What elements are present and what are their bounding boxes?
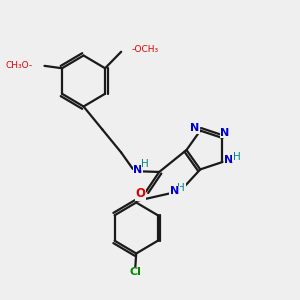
- Text: Cl: Cl: [129, 267, 141, 278]
- Text: O: O: [136, 188, 146, 200]
- Text: N: N: [134, 165, 143, 175]
- Text: -OCH₃: -OCH₃: [131, 45, 158, 54]
- Text: N: N: [190, 123, 200, 133]
- Text: N: N: [220, 128, 230, 138]
- Text: N: N: [170, 186, 179, 196]
- Text: H: H: [141, 160, 149, 170]
- Text: N: N: [224, 155, 234, 166]
- Text: CH₃O-: CH₃O-: [5, 61, 32, 70]
- Text: H: H: [177, 183, 185, 193]
- Text: H: H: [233, 152, 240, 162]
